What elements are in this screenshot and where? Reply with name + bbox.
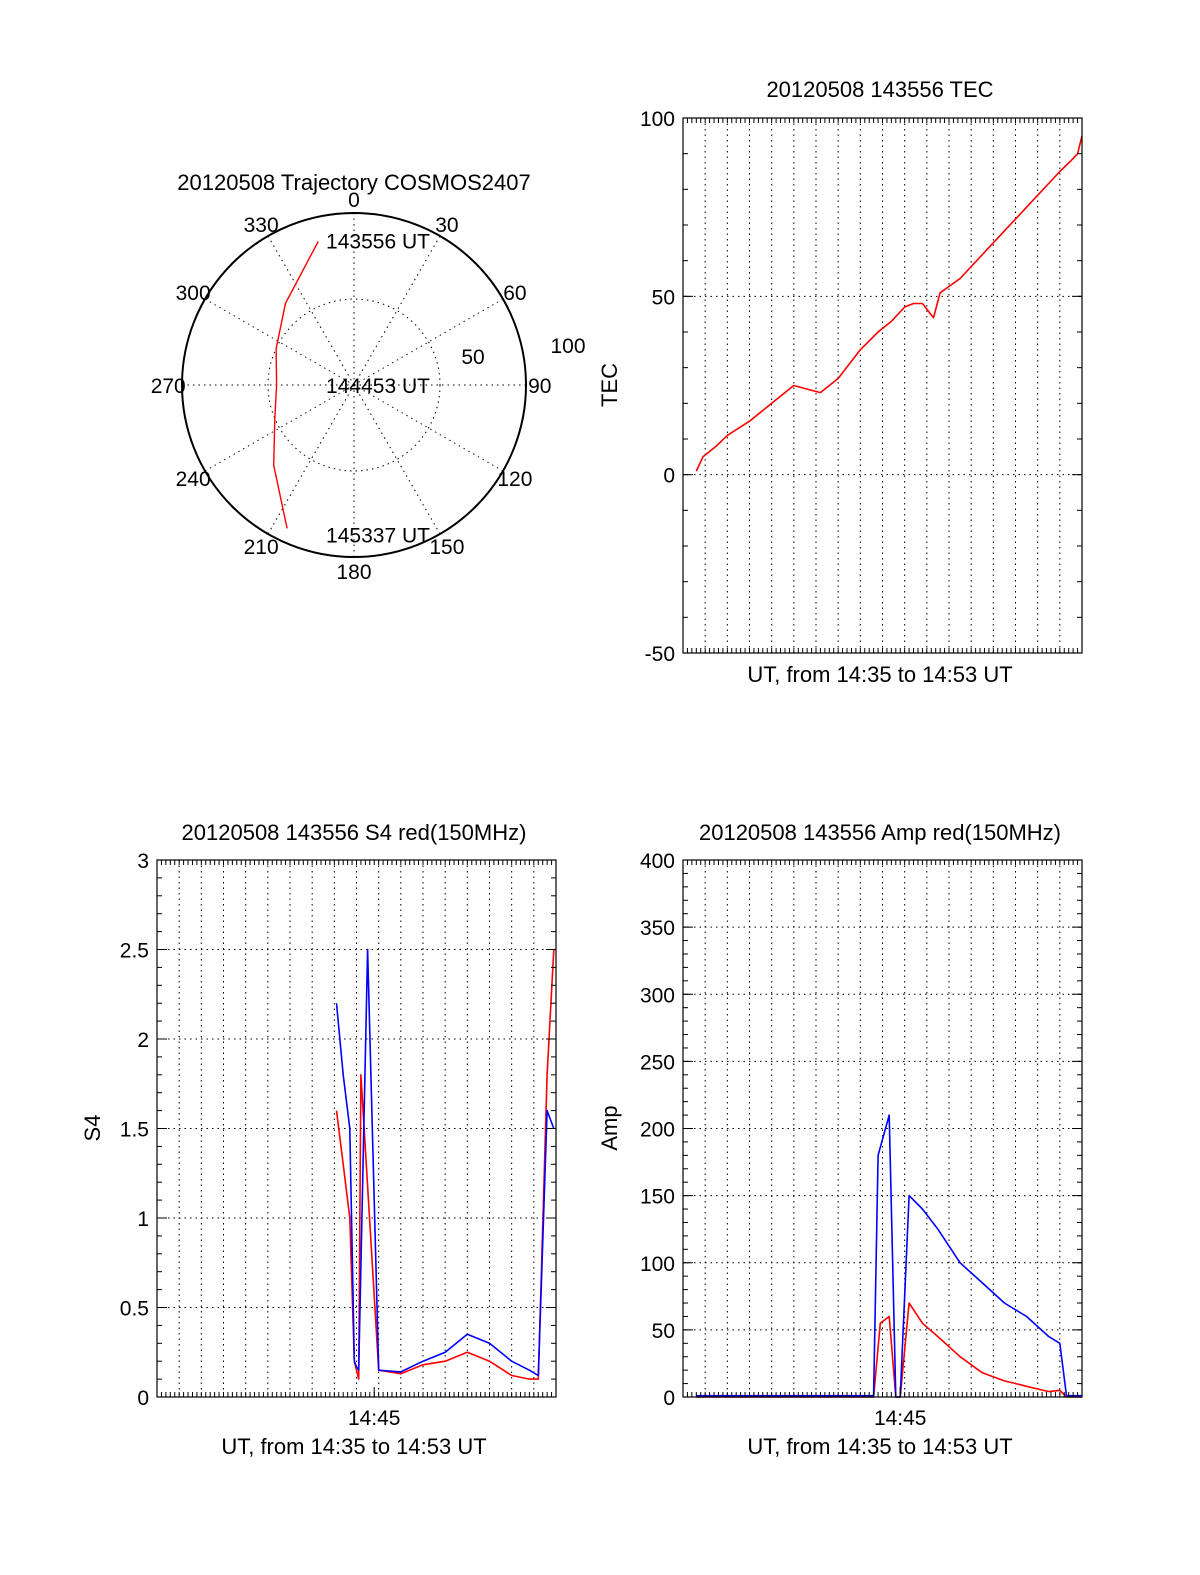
y-tick-label: 1.5 (120, 1119, 149, 1142)
trajectory-time-label: 145337 UT (326, 525, 430, 548)
y-tick-label: -50 (645, 643, 675, 666)
polar-spoke (204, 298, 355, 386)
series-line (695, 135, 1083, 472)
y-tick-label: 0.5 (120, 1298, 149, 1321)
polar-angle-label: 270 (151, 375, 186, 398)
y-tick-label: 400 (640, 850, 675, 873)
s4-panel: 20120508 143556 S4 red(150MHz) 0 0.5 1 1.5 2… (80, 820, 557, 1459)
amp-xlabel: UT, from 14:35 to 14:53 UT (747, 1434, 1012, 1459)
tec-title: 20120508 143556 TEC (766, 77, 993, 102)
polar-spoke (267, 384, 355, 535)
polar-radial-label: 100 (550, 335, 585, 358)
series-line (696, 1302, 1082, 1398)
polar-angle-label: 210 (244, 536, 279, 559)
trajectory-panel: 20120508 Trajectory COSMOS2407 0 30 60 90 12… (151, 170, 586, 584)
y-tick-label: 300 (640, 984, 675, 1007)
x-tick-label: 14:45 (874, 1407, 927, 1430)
series-line (696, 1114, 1082, 1398)
y-tick-label: 250 (640, 1051, 675, 1074)
polar-angle-label: 300 (176, 282, 211, 305)
y-tick-label: 2.5 (120, 940, 149, 963)
y-tick-label: 3 (137, 850, 149, 873)
s4-ylabel: S4 (80, 1115, 105, 1142)
polar-angle-label: 180 (336, 561, 371, 584)
s4-xlabel: UT, from 14:35 to 14:53 UT (221, 1434, 486, 1459)
polar-angle-label: 120 (497, 468, 532, 491)
y-tick-label: 1 (137, 1208, 149, 1231)
polar-angle-label: 330 (244, 214, 279, 237)
trajectory-title: 20120508 Trajectory COSMOS2407 (177, 170, 530, 195)
y-tick-label: 0 (137, 1387, 149, 1410)
y-tick-label: 0 (663, 465, 675, 488)
polar-spoke (353, 384, 441, 535)
y-tick-label: 0 (663, 1387, 675, 1410)
plot-frame (682, 117, 1083, 654)
trajectory-time-label: 143556 UT (326, 231, 430, 254)
trajectory-line (272, 241, 319, 529)
y-tick-label: 350 (640, 917, 675, 940)
y-tick-label: 100 (640, 1253, 675, 1276)
polar-spoke (353, 298, 504, 386)
amp-title: 20120508 143556 Amp red(150MHz) (699, 820, 1061, 845)
tec-panel: 20120508 143556 TEC -50 0 50 100 UT, from 1… (597, 77, 1083, 687)
tec-ylabel: TEC (597, 363, 622, 407)
polar-angle-label: 150 (429, 536, 464, 559)
polar-spoke (204, 384, 355, 472)
trajectory-time-label: 144453 UT (326, 375, 430, 398)
s4-title: 20120508 143556 S4 red(150MHz) (182, 820, 527, 845)
polar-spoke (353, 235, 441, 386)
series-line (335, 948, 555, 1377)
y-tick-label: 200 (640, 1119, 675, 1142)
polar-angle-label: 0 (348, 189, 360, 212)
y-tick-label: 2 (137, 1029, 149, 1052)
polar-angle-label: 240 (176, 468, 211, 491)
y-tick-label: 50 (652, 286, 675, 309)
y-tick-label: 100 (640, 108, 675, 131)
tec-xlabel: UT, from 14:35 to 14:53 UT (747, 662, 1012, 687)
amp-panel: 20120508 143556 Amp red(150MHz) 0 50 100 15… (597, 820, 1083, 1459)
y-tick-label: 50 (652, 1320, 675, 1343)
polar-spoke (353, 384, 504, 472)
polar-grid-circle (267, 298, 441, 472)
polar-angle-label: 90 (528, 375, 551, 398)
polar-spoke (267, 235, 355, 386)
polar-radial-label: 50 (461, 346, 484, 369)
y-tick-label: 150 (640, 1186, 675, 1209)
x-tick-label: 14:45 (348, 1407, 401, 1430)
polar-angle-label: 60 (503, 282, 526, 305)
amp-ylabel: Amp (597, 1105, 622, 1150)
polar-angle-label: 30 (435, 214, 458, 237)
